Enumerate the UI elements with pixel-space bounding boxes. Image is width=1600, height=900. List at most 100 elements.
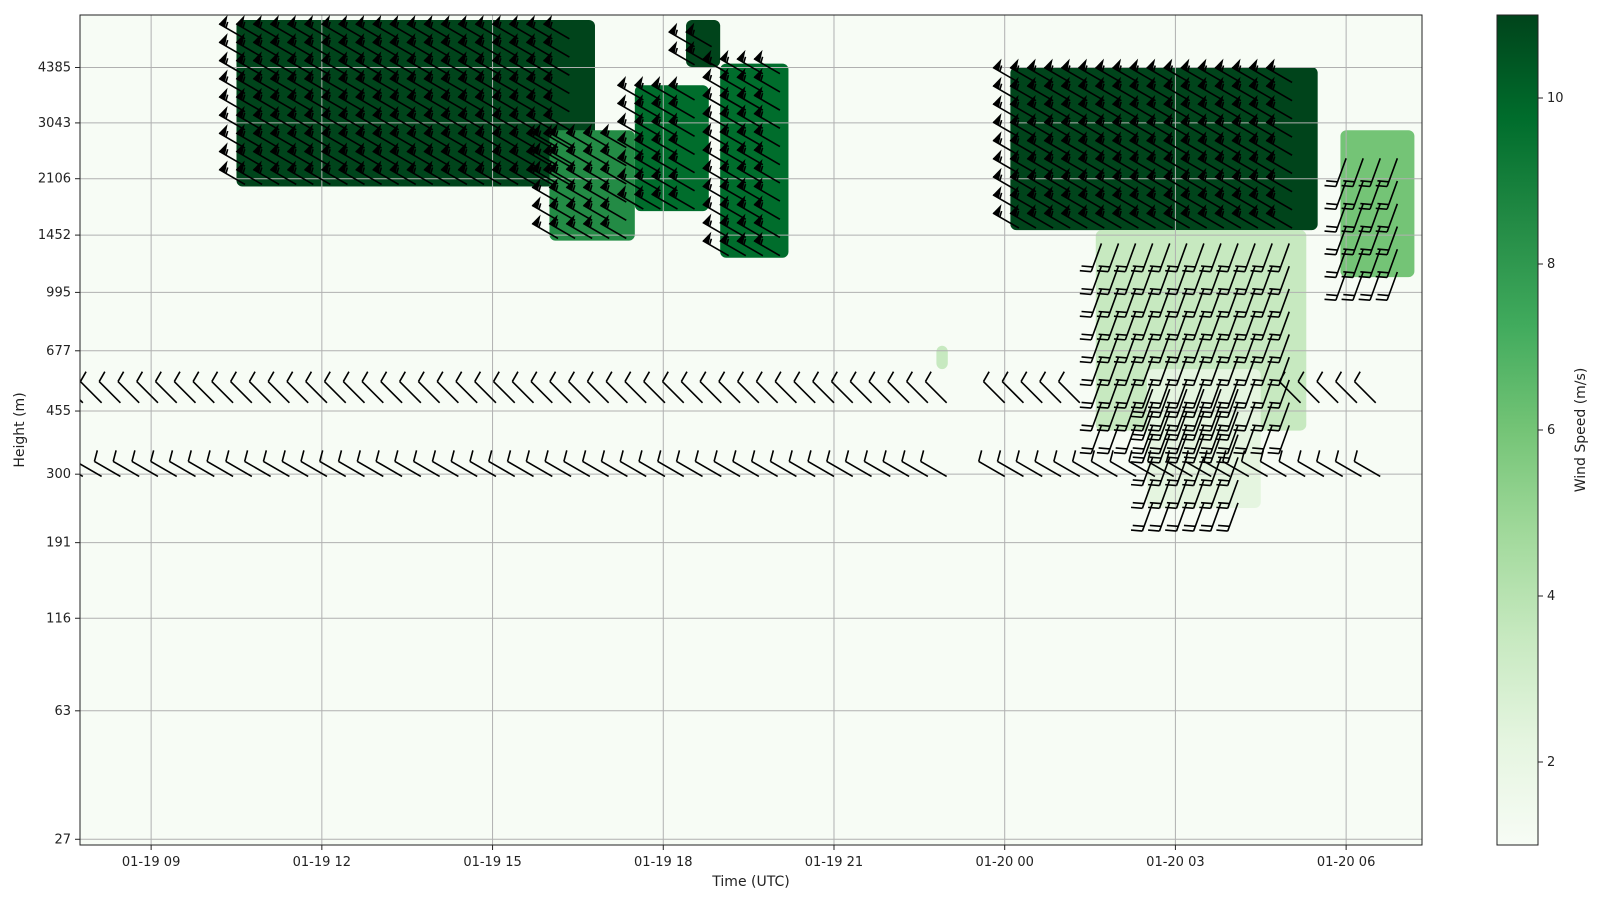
wind-barb [1180,149,1208,175]
wind-barb [286,33,314,58]
wind-barb [699,371,722,404]
wind-barb [112,450,140,478]
wind-barb [1043,204,1071,229]
wind-barb [389,69,417,95]
wind-barb [694,450,722,478]
wind-barb [508,15,536,40]
wind-barb [474,15,502,40]
wind-barb [1216,434,1239,464]
y-axis-ticks: 4385 3043 2106 1452 995 677 455 300 191 116 63 27 [38,61,80,847]
wind-barb [440,33,468,58]
wind-barb [624,371,647,404]
wind-barb [719,86,747,111]
wind-barb [1009,149,1037,175]
y-tick-label: 995 [46,285,71,300]
wind-barb [235,105,263,131]
wind-barb [1297,450,1325,478]
wind-barb [98,371,121,404]
colorbar [1496,14,1539,846]
wind-barb [992,167,1020,193]
wind-barb [1163,131,1191,156]
wind-barb [651,112,678,137]
wind-barb [1197,131,1225,156]
wind-barb [1090,450,1118,478]
wind-barb [1009,185,1037,211]
wind-barb [455,371,478,404]
wind-barb [525,87,553,113]
wind-barb [389,51,417,76]
wind-barb [423,51,451,76]
wind-barb [719,68,747,93]
wind-barb [1163,58,1191,84]
wind-barb [1130,388,1154,419]
wind-barb [548,141,576,167]
wind-barb [1248,167,1276,193]
wind-barb [992,131,1020,156]
wind-barb [567,371,591,404]
wind-barb [788,450,816,478]
wind-barb [457,69,485,95]
wind-barb [1267,402,1290,432]
wind-barb [1060,76,1088,102]
wind-barb [525,15,553,40]
wind-barb [992,185,1020,211]
wind-barb [651,130,678,156]
wind-barb [531,196,559,221]
wind-barb [269,105,297,131]
wind-barb [474,371,497,404]
wind-barb [389,105,417,131]
wind-barb [863,450,891,478]
wind-barb [1248,149,1276,175]
wind-barb [281,450,309,478]
wind-barb [992,94,1020,120]
wind-barb [286,69,314,95]
wind-barb [1250,243,1273,273]
wind-barb [702,140,730,166]
wind-barb [702,122,730,148]
wind-barb [372,15,400,40]
wind-barb [830,371,854,404]
wind-barb [702,195,730,220]
wind-barb [582,196,610,221]
wind-barb [1077,113,1105,138]
wind-barb [1182,388,1205,419]
wind-barb [1216,502,1239,532]
wind-barb [337,450,365,478]
wind-barb [1060,149,1088,175]
x-tick-label: 01-20 00 [975,855,1033,870]
wind-barb [229,371,253,404]
wind-barb [406,160,434,186]
wind-barb [582,160,610,185]
wind-barb [1216,457,1239,487]
wind-barb [525,105,553,131]
wind-barb [457,51,485,76]
wind-barb [300,450,328,478]
wind-barb [1248,113,1276,138]
wind-barb [235,69,263,95]
wind-barb [235,87,263,113]
wind-barb [634,94,661,119]
wind-barb [1180,167,1208,193]
wind-barb [338,142,365,167]
wind-barb [525,33,553,58]
wind-barb [753,159,781,184]
wind-barb [1353,371,1377,404]
wind-barb [1094,149,1122,175]
wind-barb [417,371,441,404]
wind-barb [1071,450,1099,478]
wind-barb [1009,131,1037,156]
wind-barb [380,371,403,404]
wind-barb [1163,167,1191,193]
wind-barb [668,148,695,174]
wind-barb [474,51,502,76]
wind-barb [1146,149,1173,175]
wind-barb [406,33,434,58]
wind-barb [548,196,576,221]
wind-barb [1129,131,1156,156]
wind-barb [582,123,610,149]
wind-barb [235,33,263,58]
wind-barb [542,33,570,58]
wind-barb [389,33,417,58]
wind-barb [136,371,159,404]
wind-barb [736,371,760,404]
